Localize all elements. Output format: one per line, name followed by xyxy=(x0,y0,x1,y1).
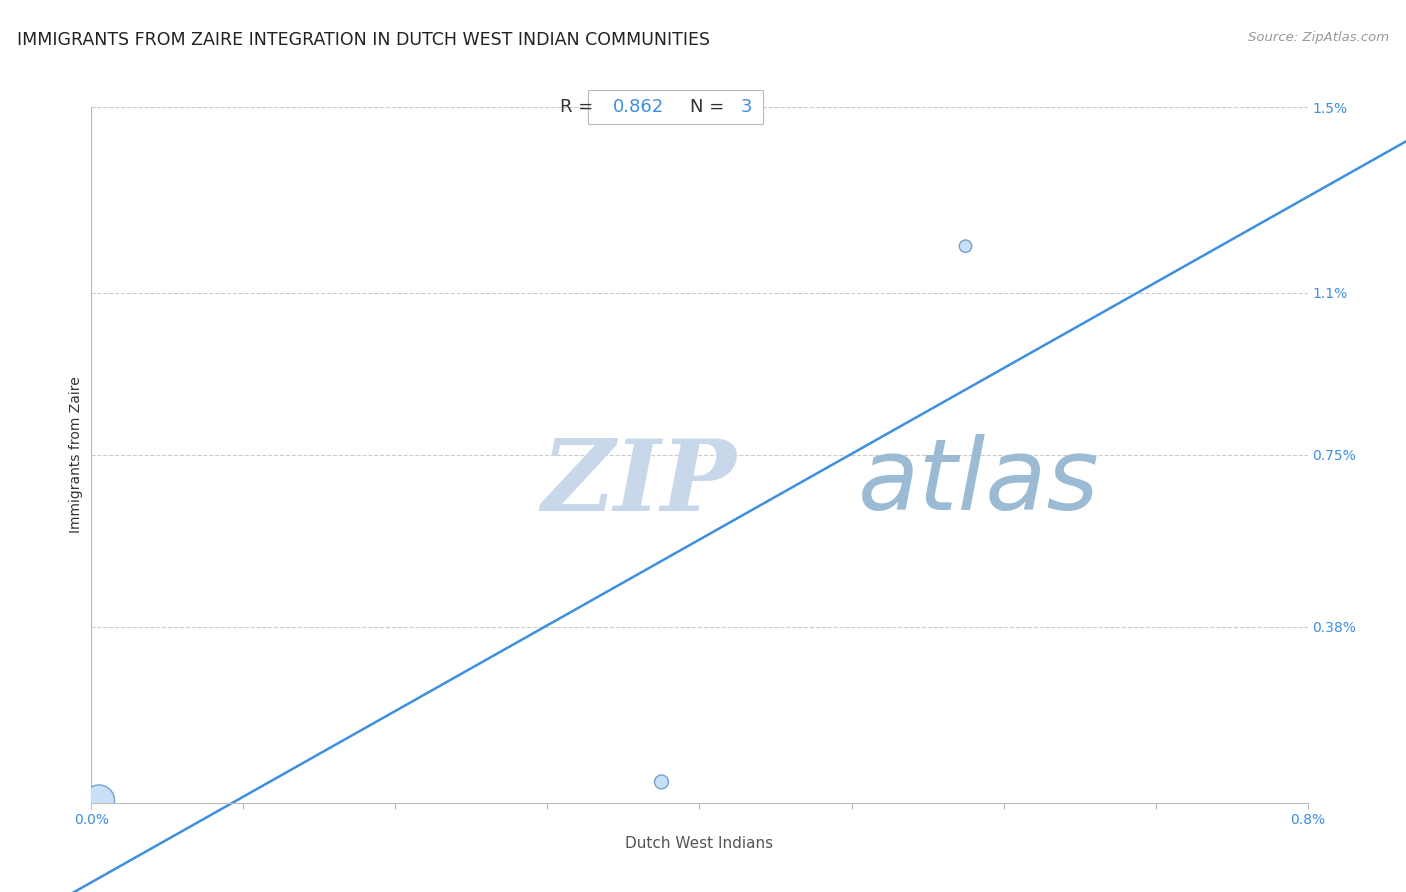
Y-axis label: Immigrants from Zaire: Immigrants from Zaire xyxy=(69,376,83,533)
Text: IMMIGRANTS FROM ZAIRE INTEGRATION IN DUTCH WEST INDIAN COMMUNITIES: IMMIGRANTS FROM ZAIRE INTEGRATION IN DUT… xyxy=(17,31,710,49)
Text: atlas: atlas xyxy=(858,434,1099,532)
Text: 3: 3 xyxy=(741,98,752,116)
Point xyxy=(87,793,110,807)
Text: N =: N = xyxy=(690,98,730,116)
Text: 0.862: 0.862 xyxy=(613,98,665,116)
Text: Source: ZipAtlas.com: Source: ZipAtlas.com xyxy=(1249,31,1389,45)
Text: ZIP: ZIP xyxy=(541,434,737,531)
Point xyxy=(955,239,977,253)
X-axis label: Dutch West Indians: Dutch West Indians xyxy=(626,836,773,851)
Text: R = 0.862   N = 3: R = 0.862 N = 3 xyxy=(596,98,755,116)
Point xyxy=(650,775,672,789)
Text: R =: R = xyxy=(560,98,599,116)
